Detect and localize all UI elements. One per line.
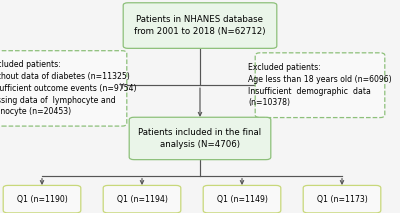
Text: Excluded patients:
Age less than 18 years old (n=6096)
Insufficient  demographic: Excluded patients: Age less than 18 year… — [248, 63, 392, 107]
Text: Q1 (n=1190): Q1 (n=1190) — [17, 195, 67, 204]
FancyBboxPatch shape — [203, 185, 281, 213]
FancyBboxPatch shape — [103, 185, 181, 213]
Text: Q1 (n=1194): Q1 (n=1194) — [116, 195, 168, 204]
FancyBboxPatch shape — [303, 185, 381, 213]
Text: Patients included in the final
analysis (N=4706): Patients included in the final analysis … — [138, 128, 262, 149]
FancyBboxPatch shape — [255, 53, 385, 118]
Text: Excluded patients:
Without data of diabetes (n=11325)
Insufficient outcome event: Excluded patients: Without data of diabe… — [0, 60, 136, 117]
Text: Patients in NHANES database
from 2001 to 2018 (N=62712): Patients in NHANES database from 2001 to… — [134, 15, 266, 36]
FancyBboxPatch shape — [3, 185, 81, 213]
Text: Q1 (n=1149): Q1 (n=1149) — [216, 195, 268, 204]
Text: Q1 (n=1173): Q1 (n=1173) — [317, 195, 367, 204]
FancyBboxPatch shape — [123, 3, 277, 48]
FancyBboxPatch shape — [0, 51, 127, 126]
FancyBboxPatch shape — [129, 117, 271, 160]
